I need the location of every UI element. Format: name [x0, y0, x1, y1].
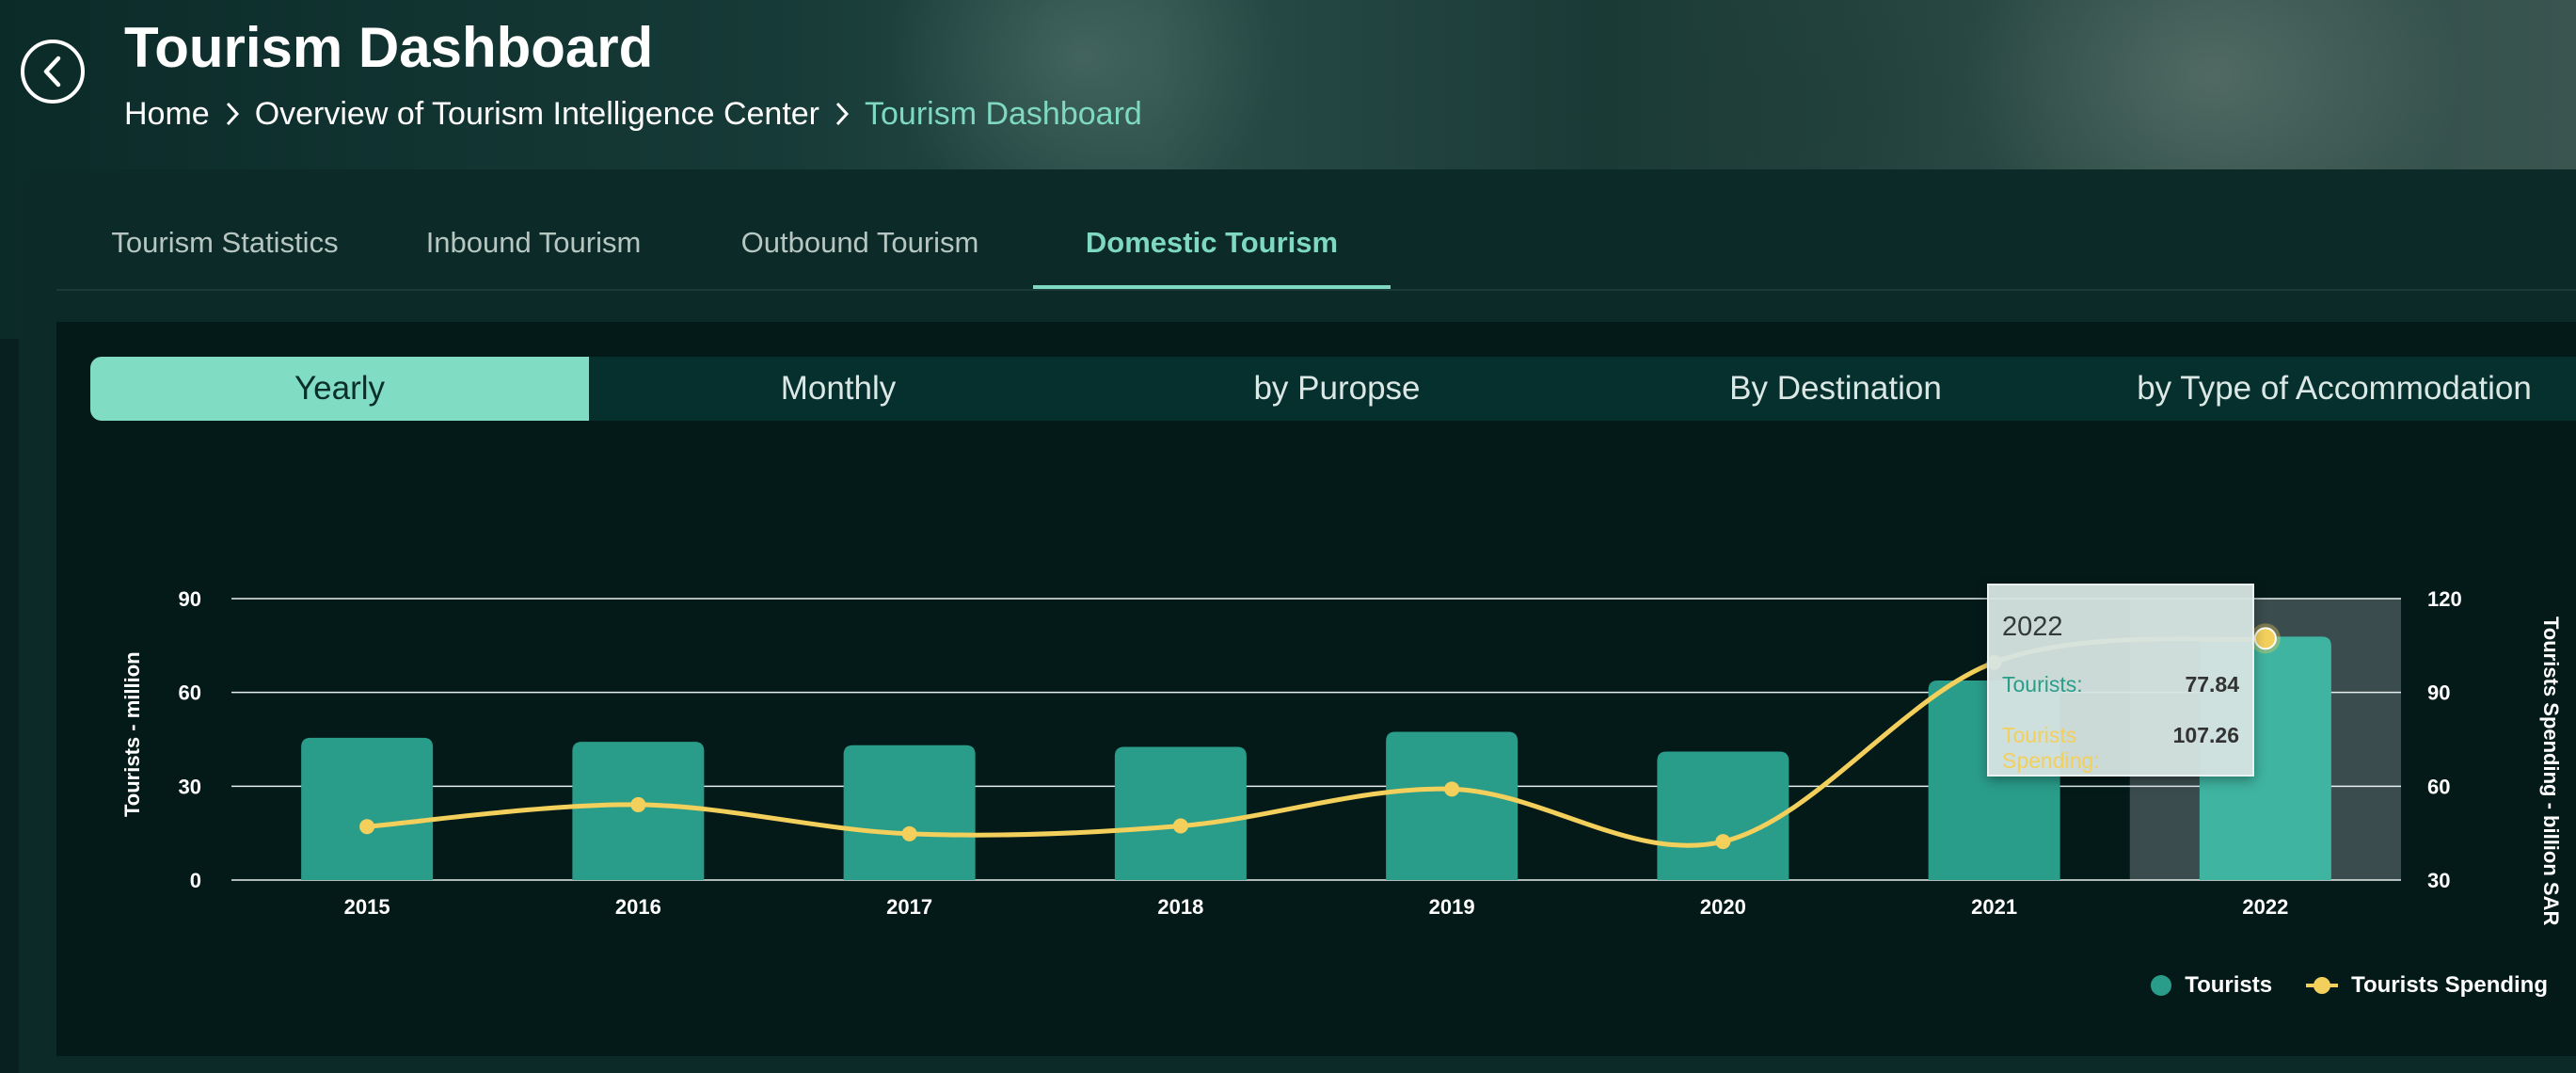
chart-tooltip: 2022 Tourists: 77.84 Tourists Spending: … — [1987, 584, 2254, 777]
x-tick-label: 2022 — [2242, 895, 2288, 919]
spending-point-2020 — [1715, 834, 1731, 850]
spending-point-2018 — [1172, 818, 1188, 834]
x-tick-label: 2016 — [615, 895, 661, 919]
main-tabs: Tourism Statistics Inbound Tourism Outbo… — [56, 202, 2576, 291]
spending-point-2015 — [359, 819, 375, 835]
tab-inbound-tourism[interactable]: Inbound Tourism — [425, 226, 642, 259]
legend-label-spending: Tourists Spending — [2351, 972, 2548, 998]
y-tick-label-left: 0 — [190, 869, 201, 892]
subtab-monthly[interactable]: Monthly — [780, 370, 897, 407]
y-tick-label-right: 60 — [2427, 775, 2450, 798]
page-title: Tourism Dashboard — [124, 16, 654, 79]
subtab-yearly[interactable]: Yearly — [90, 357, 589, 421]
breadcrumb-overview[interactable]: Overview of Tourism Intelligence Center — [254, 95, 819, 132]
y-tick-label-right: 30 — [2427, 869, 2450, 892]
back-button[interactable] — [21, 40, 85, 104]
legend-dot-tourists — [2151, 975, 2172, 996]
legend-line-spending — [2306, 975, 2339, 996]
y-axis-title-right: Tourists Spending - billion SAR — [2539, 617, 2563, 926]
x-tick-label: 2018 — [1157, 895, 1203, 919]
spending-line — [366, 635, 2266, 848]
legend-label-tourists: Tourists — [2185, 972, 2273, 998]
y-tick-label-right: 120 — [2427, 587, 2462, 611]
x-tick-label: 2019 — [1429, 895, 1475, 919]
bar-2018 — [1114, 746, 1247, 880]
x-tick-label: 2020 — [1700, 895, 1746, 919]
chevron-left-icon — [43, 56, 61, 88]
chevron-right-icon — [835, 101, 850, 127]
breadcrumb-current: Tourism Dashboard — [865, 95, 1142, 132]
y-tick-label-right: 90 — [2427, 681, 2450, 705]
x-tick-label: 2017 — [886, 895, 932, 919]
bar-2017 — [843, 745, 976, 880]
tooltip-year: 2022 — [2002, 612, 2063, 642]
chart-legend: Tourists Tourists Spending — [2117, 972, 2548, 999]
sub-tabs: Yearly Monthly by Puropse By Destination… — [90, 357, 2576, 421]
spending-point-2016 — [630, 796, 646, 812]
tooltip-spending-label: Tourists Spending: — [2002, 723, 2100, 773]
legend-item-tourists[interactable]: Tourists — [2151, 972, 2272, 999]
tab-outbound-tourism[interactable]: Outbound Tourism — [740, 226, 979, 259]
y-tick-label-left: 30 — [179, 775, 201, 798]
bar-2019 — [1386, 731, 1519, 880]
tab-domestic-tourism[interactable]: Domestic Tourism — [1033, 202, 1391, 289]
breadcrumb-home[interactable]: Home — [124, 95, 210, 132]
tooltip-tourists-value: 77.84 — [2185, 672, 2239, 697]
bar-2015 — [301, 737, 434, 880]
y-tick-label-left: 60 — [179, 681, 201, 705]
y-tick-label-left: 90 — [179, 587, 201, 611]
breadcrumb: Home Overview of Tourism Intelligence Ce… — [124, 90, 1142, 137]
spending-point-2017 — [901, 825, 917, 841]
spending-point-2019 — [1444, 781, 1460, 797]
bar-2020 — [1657, 751, 1789, 880]
spending-point-2022 — [2253, 627, 2277, 650]
x-tick-label: 2021 — [1971, 895, 2017, 919]
tooltip-spending-value: 107.26 — [2172, 723, 2239, 747]
chevron-right-icon — [225, 101, 240, 127]
subtab-by-destination[interactable]: By Destination — [1729, 370, 1942, 407]
tab-tourism-statistics[interactable]: Tourism Statistics — [111, 226, 339, 259]
x-tick-label: 2015 — [344, 895, 390, 919]
y-axis-title-left: Tourists - million — [120, 651, 144, 817]
subtab-by-purpose[interactable]: by Puropse — [1253, 370, 1421, 407]
legend-item-spending[interactable]: Tourists Spending — [2306, 972, 2548, 999]
subtab-by-accommodation[interactable]: by Type of Accommodation — [2137, 370, 2532, 407]
tooltip-tourists-label: Tourists: — [2002, 672, 2083, 697]
